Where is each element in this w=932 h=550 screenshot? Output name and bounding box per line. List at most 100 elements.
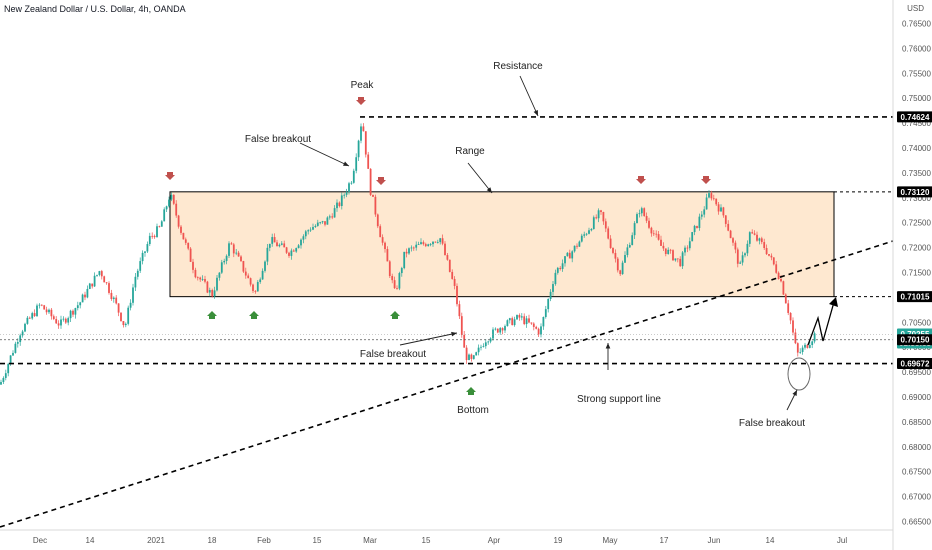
- candle-body: [357, 140, 360, 158]
- candle-body: [691, 232, 694, 242]
- candle-body: [458, 304, 461, 317]
- candle-body: [494, 328, 497, 330]
- candle-body: [117, 303, 120, 313]
- candle-body: [405, 251, 408, 254]
- candle-body: [650, 227, 653, 234]
- candle-body: [441, 238, 444, 244]
- candle-body: [189, 248, 192, 262]
- candle-body: [280, 243, 283, 245]
- y-tick-label: 0.76500: [902, 20, 931, 29]
- candle-body: [307, 230, 310, 232]
- candle-body: [362, 126, 365, 132]
- candle-body: [427, 244, 430, 247]
- candle-body: [403, 251, 406, 269]
- candle-body: [252, 284, 254, 291]
- candle-body: [518, 315, 521, 318]
- candle-body: [26, 317, 29, 324]
- candle-body: [146, 244, 149, 252]
- price-tag: [897, 111, 932, 123]
- candle-body: [110, 292, 113, 300]
- candle-body: [376, 214, 379, 227]
- false-breakout-1-pointer-head: [343, 161, 349, 166]
- candle-body: [424, 244, 427, 247]
- candle-body: [698, 216, 701, 228]
- candle-body: [446, 255, 449, 260]
- range-pointer-head: [486, 187, 492, 193]
- candle-body: [451, 271, 454, 279]
- annotation-label: Resistance: [493, 61, 543, 72]
- candle-body: [141, 252, 144, 262]
- candle-body: [684, 247, 686, 253]
- candle-body: [144, 251, 146, 253]
- candle-body: [345, 192, 348, 195]
- candle-body: [297, 245, 300, 249]
- x-tick-label: 19: [554, 536, 563, 545]
- candle-body: [199, 277, 202, 280]
- price-tag-label: 0.69672: [901, 360, 930, 369]
- candle-body: [225, 255, 228, 261]
- candle-body: [372, 194, 374, 197]
- candle-body: [669, 249, 672, 251]
- x-tick-label: Jul: [837, 536, 847, 545]
- candle-body: [348, 183, 350, 193]
- y-tick-label: 0.71500: [902, 269, 931, 278]
- candle-body: [540, 326, 542, 335]
- candle-body: [367, 154, 370, 169]
- candle-body: [501, 328, 504, 331]
- candle-body: [544, 309, 547, 317]
- candle-body: [794, 332, 797, 344]
- candle-body: [708, 193, 710, 198]
- annotation-label: False breakout: [360, 349, 426, 360]
- candle-body: [492, 329, 494, 339]
- candle-body: [710, 193, 713, 199]
- candle-body: [336, 202, 338, 209]
- candle-body: [535, 326, 538, 329]
- candle-body: [777, 272, 780, 279]
- annotation-label: Strong support line: [577, 394, 661, 405]
- candle-body: [160, 221, 163, 227]
- candles-layer: [0, 123, 816, 386]
- candle-body: [273, 237, 276, 243]
- candle-body: [741, 255, 744, 263]
- y-tick-label: 0.67500: [902, 468, 931, 477]
- x-tick-label: Feb: [257, 536, 271, 545]
- candle-body: [696, 225, 698, 228]
- false-breakout-3-pointer-head: [792, 390, 797, 396]
- candle-body: [532, 323, 535, 327]
- candle-body: [192, 261, 194, 270]
- candle-body: [276, 242, 278, 247]
- candle-body: [727, 223, 730, 231]
- candle-body: [739, 262, 742, 264]
- candle-body: [172, 194, 175, 204]
- candle-body: [472, 355, 475, 359]
- candle-body: [811, 341, 814, 346]
- down-arrow-icon: [356, 97, 366, 105]
- candle-body: [31, 313, 34, 319]
- up-arrow-icon: [249, 311, 259, 319]
- candle-body: [612, 247, 614, 253]
- candle-body: [388, 261, 391, 276]
- candle-body: [633, 223, 636, 236]
- candle-body: [302, 236, 305, 240]
- candle-body: [808, 345, 811, 348]
- candle-body: [81, 294, 84, 303]
- candle-body: [72, 310, 74, 315]
- candle-body: [194, 269, 197, 278]
- candle-body: [38, 304, 41, 306]
- candle-body: [408, 248, 410, 254]
- y-tick-label: 0.74000: [902, 144, 931, 153]
- candle-body: [326, 217, 329, 225]
- candle-body: [667, 249, 670, 254]
- x-tick-label: 14: [86, 536, 95, 545]
- candle-body: [528, 318, 530, 323]
- candle-body: [288, 252, 290, 256]
- candle-body: [309, 229, 312, 231]
- candle-body: [352, 170, 355, 183]
- candle-body: [578, 241, 581, 247]
- candle-body: [122, 321, 125, 326]
- candle-body: [259, 279, 262, 283]
- up-arrow-icon: [207, 311, 217, 319]
- y-tick-label: 0.67000: [902, 493, 931, 502]
